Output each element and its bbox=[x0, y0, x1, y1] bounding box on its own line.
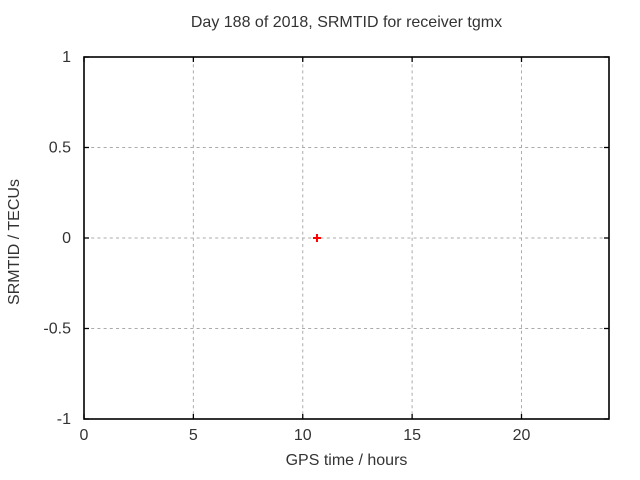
y-tick-label: -1 bbox=[57, 411, 71, 428]
chart-title: Day 188 of 2018, SRMTID for receiver tgm… bbox=[190, 14, 503, 31]
x-tick-label: 5 bbox=[189, 427, 198, 444]
plot-border bbox=[83, 56, 610, 420]
x-tick-label: 20 bbox=[513, 427, 531, 444]
x-tick-label: 0 bbox=[80, 427, 89, 444]
y-tick-label: -0.5 bbox=[43, 321, 71, 338]
x-axis-label: GPS time / hours bbox=[285, 452, 408, 469]
y-tick-label: 1 bbox=[62, 49, 71, 66]
y-tick-label: 0.5 bbox=[49, 140, 71, 157]
y-tick-label: 0 bbox=[62, 230, 71, 247]
x-tick-label: 15 bbox=[403, 427, 421, 444]
x-tick-label: 10 bbox=[294, 427, 312, 444]
